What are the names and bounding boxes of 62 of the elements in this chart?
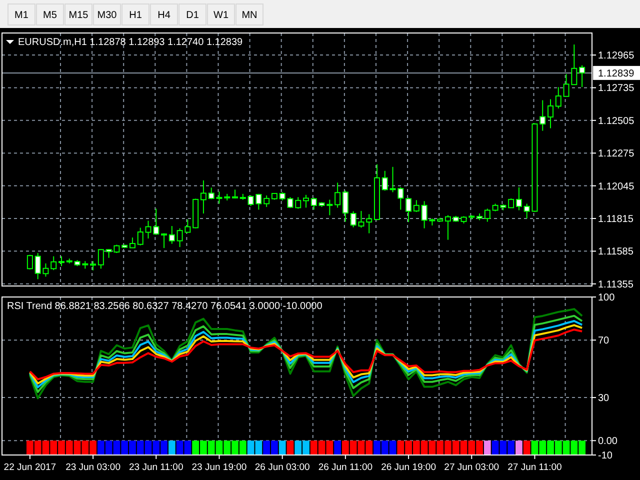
text: M30 — [97, 10, 118, 21]
y-tick-label: 1.12505 — [598, 116, 635, 127]
x-tick-label: 23 Jun 19:00 — [192, 462, 247, 473]
x-tick-label: 23 Jun 11:00 — [129, 462, 184, 473]
x-tick-label: 26 Jun 03:00 — [254, 462, 310, 473]
y-tick-label: 1.11815 — [598, 214, 634, 225]
candlestick — [579, 64, 586, 88]
candlestick — [310, 197, 317, 210]
y-tick-label: 0.00 — [598, 436, 618, 448]
text: W1 — [214, 10, 229, 21]
candlestick — [26, 254, 33, 270]
candlestick — [264, 194, 270, 208]
y-tick-label: 1.12735 — [598, 83, 635, 94]
text: D1 — [186, 10, 200, 21]
candlestick — [444, 214, 451, 240]
candlestick — [484, 208, 490, 222]
candlestick — [516, 186, 522, 211]
text: M1 — [14, 10, 29, 21]
y-tick-label: 1.12045 — [598, 181, 635, 192]
candlestick — [342, 190, 348, 222]
candlestick — [303, 194, 309, 208]
text: M15 — [68, 10, 89, 21]
y-tick-label: 1.11355 — [598, 279, 634, 290]
text: MN — [242, 10, 258, 21]
y-tick-label: 30 — [598, 393, 610, 404]
y-tick-label: -10 — [598, 450, 613, 462]
candlestick — [540, 100, 546, 132]
candlestick — [406, 197, 412, 223]
x-tick-label: 26 Jun 19:00 — [381, 462, 436, 473]
text: H4 — [158, 10, 171, 21]
x-tick-label: 27 Jun 11:00 — [508, 462, 562, 473]
candlestick — [413, 200, 420, 212]
chart-title: RSI Trend 86.8821 83.2566 80.6327 78.4270 76.0541 3.0000 -10.0000 — [7, 301, 323, 312]
text: H1 — [129, 10, 142, 21]
candlestick — [334, 182, 341, 208]
candlestick — [58, 256, 64, 267]
x-tick-label: 27 Jun 03:00 — [444, 462, 500, 473]
y-tick-label: 70 — [598, 336, 610, 347]
y-tick-label: 100 — [598, 292, 616, 304]
candlestick — [98, 248, 104, 270]
candlestick — [137, 227, 144, 246]
x-tick-label: 23 Jun 03:00 — [66, 462, 121, 473]
candlestick — [508, 198, 514, 208]
candlestick — [555, 86, 562, 109]
candlestick — [50, 256, 57, 271]
text: M5 — [43, 10, 58, 21]
candlestick — [548, 98, 554, 129]
chart-title: EURUSD.m,H1 1.12878 1.12893 1.12740 1.12839 — [18, 37, 244, 48]
candlestick — [129, 237, 136, 249]
candlestick — [295, 196, 302, 210]
candlestick — [90, 260, 96, 271]
candlestick — [382, 170, 388, 192]
candlestick — [200, 180, 206, 214]
candlestick — [366, 214, 372, 234]
ref-line-label: 1.12839 — [598, 68, 635, 80]
x-tick-label: 22 Jun 2017 — [4, 462, 56, 473]
candlestick — [161, 232, 168, 249]
y-tick-label: 1.12275 — [598, 148, 635, 160]
x-tick-label: 26 Jun 11:00 — [318, 462, 373, 473]
y-tick-label: 1.11585 — [598, 246, 634, 258]
candlestick — [168, 226, 175, 244]
y-tick-label: 1.12965 — [598, 50, 635, 62]
